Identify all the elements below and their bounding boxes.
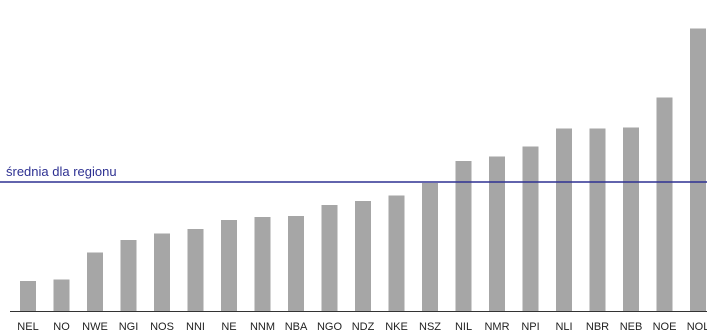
bar-nol: [690, 28, 706, 312]
category-label-nwe: NWE: [82, 321, 108, 333]
bar-nwe: [87, 252, 103, 311]
bar-nmr: [489, 156, 505, 311]
category-label-no: NO: [53, 321, 70, 333]
category-labels-group: NEL NO NWE NGI NOS NNI NE NNM NBA NGO NDZ NKE NSZ NIL…: [17, 321, 707, 333]
category-label-noe: NOE: [653, 321, 677, 333]
category-label-ndz: NDZ: [352, 321, 375, 333]
bar-nke: [388, 195, 405, 311]
regional-average-label: średnia dla regionu: [6, 164, 117, 179]
bar-nba: [288, 216, 304, 311]
bar-ndz: [355, 201, 371, 311]
bar-npi: [522, 146, 539, 311]
bar-nos: [154, 233, 170, 311]
category-label-nni: NNI: [186, 321, 205, 333]
bar-nni: [187, 229, 204, 311]
category-label-nba: NBA: [285, 321, 308, 333]
category-label-nol: NOL: [687, 321, 707, 333]
bar-nel: [20, 281, 36, 311]
category-label-nbr: NBR: [586, 321, 609, 333]
category-label-nsz: NSZ: [419, 321, 441, 333]
category-label-neb: NEB: [620, 321, 643, 333]
bars-group: [20, 28, 706, 312]
category-label-nel: NEL: [17, 321, 38, 333]
category-label-nos: NOS: [150, 321, 174, 333]
bar-nsz: [422, 182, 438, 311]
bar-neb: [623, 127, 639, 311]
bar-nbr: [589, 128, 606, 311]
bar-nil: [455, 161, 472, 311]
category-label-nmr: NMR: [484, 321, 509, 333]
category-label-nil: NIL: [455, 321, 472, 333]
bar-ngi: [120, 240, 137, 311]
bar-nli: [556, 128, 572, 311]
bar-noe: [656, 97, 673, 311]
category-label-npi: NPI: [521, 321, 539, 333]
category-label-nnm: NNM: [250, 321, 275, 333]
category-label-ngo: NGO: [317, 321, 343, 333]
bar-ne: [221, 220, 237, 311]
bar-nnm: [254, 216, 271, 311]
category-label-nke: NKE: [385, 321, 408, 333]
category-label-ngi: NGI: [119, 321, 139, 333]
category-label-nli: NLI: [555, 321, 572, 333]
category-label-ne: NE: [221, 321, 236, 333]
bar-ngo: [321, 205, 338, 311]
bar-no: [53, 279, 70, 311]
